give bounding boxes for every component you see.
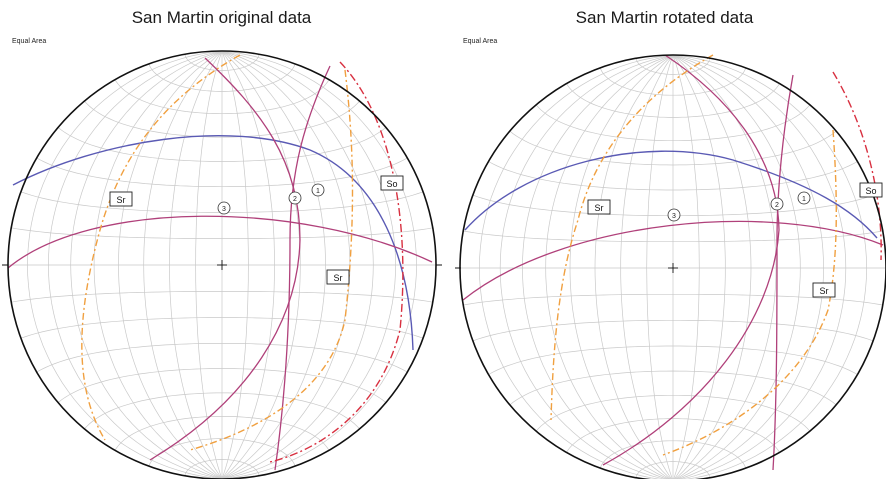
svg-text:Sr: Sr (595, 203, 604, 213)
intersection-marker-1: 1 (311, 183, 325, 197)
grid-small-circle--50 (535, 394, 811, 432)
intersection-marker-1: 1 (797, 191, 811, 205)
blue-great-circle (12, 135, 414, 351)
blue-great-circle (464, 150, 878, 239)
intersection-marker-3: 3 (667, 208, 681, 222)
orange-dashed-left (550, 54, 714, 421)
grid-small-circle--70 (148, 438, 296, 467)
grid-small-circle--30 (36, 342, 408, 373)
intersection-marker-2: 2 (770, 197, 784, 211)
panel-title: San Martin rotated data (575, 8, 754, 27)
stereonet-panel-rotated: San Martin rotated data Equal Area Sr Sr… (443, 0, 886, 479)
intersection-marker-3: 3 (217, 201, 231, 215)
magenta-great-circle-a (602, 54, 780, 466)
svg-text:1: 1 (802, 196, 806, 203)
projection-label: Equal Area (463, 38, 498, 45)
svg-text:Sr: Sr (334, 273, 343, 283)
intersection-marker-2: 2 (288, 191, 302, 205)
grid-small-circle-10 (463, 230, 883, 243)
magenta-great-circle-b (772, 74, 794, 471)
orange-dashed-left (81, 54, 241, 441)
stereonet-rotated: Sr Sr So 1 2 3 (455, 54, 886, 479)
stereonet-original: Sr Sr So 1 2 3 (2, 50, 442, 479)
grid-small-circle--80 (635, 461, 711, 478)
svg-text:3: 3 (222, 206, 226, 213)
net-grid (460, 54, 886, 479)
grid-small-circle--10 (463, 293, 883, 306)
grid-small-circle-30 (36, 157, 408, 188)
grid-small-circle--20 (20, 317, 424, 339)
orange-dashed-right (662, 129, 837, 456)
svg-text:So: So (865, 186, 876, 196)
grid-great-circle-30 (672, 54, 752, 479)
grid-small-circle--80 (184, 459, 260, 476)
grid-small-circle--50 (84, 392, 360, 430)
grid-great-circle--10 (646, 54, 674, 479)
svg-text:2: 2 (775, 202, 779, 209)
stereonet-panel-original: San Martin original data Equal Area Sr S… (2, 8, 442, 479)
grid-small-circle-50 (535, 104, 811, 142)
svg-text:2: 2 (293, 196, 297, 203)
grid-small-circle--70 (599, 440, 747, 469)
panel-title: San Martin original data (131, 8, 312, 27)
svg-text:Sr: Sr (117, 195, 126, 205)
grid-small-circle-40 (509, 130, 837, 166)
label-sr-left: Sr (587, 199, 611, 215)
grid-small-circle-30 (488, 161, 858, 191)
grid-great-circle-10 (672, 54, 700, 479)
grid-small-circle--40 (57, 368, 387, 403)
magenta-great-circle-a (149, 57, 301, 461)
grid-small-circle--60 (566, 418, 780, 453)
grid-great-circle--50 (545, 54, 674, 479)
magenta-great-circle-b (274, 65, 331, 471)
label-so: So (859, 182, 883, 198)
svg-text:So: So (386, 179, 397, 189)
grid-great-circle-70 (672, 54, 847, 479)
label-sr-right: Sr (812, 282, 836, 298)
grid-small-circle-60 (114, 79, 330, 115)
grid-small-circle-60 (566, 83, 780, 118)
svg-text:Sr: Sr (820, 286, 829, 296)
orange-dashed-right (189, 69, 354, 451)
grid-small-circle-50 (84, 100, 360, 138)
grid-small-circle--60 (114, 415, 330, 451)
projection-label: Equal Area (12, 38, 47, 45)
grid-great-circle-60 (672, 54, 824, 479)
label-so: So (380, 175, 404, 191)
grid-small-circle-40 (57, 127, 387, 162)
svg-text:1: 1 (316, 188, 320, 195)
grid-small-circle--20 (472, 319, 874, 342)
grid-great-circle--60 (522, 54, 674, 479)
grid-great-circle--70 (499, 54, 674, 479)
grid-small-circle-80 (184, 54, 260, 71)
label-sr-left: Sr (109, 191, 133, 207)
red-dashed-great-circle (832, 71, 882, 261)
label-sr-right: Sr (326, 269, 350, 285)
grid-small-circle-80 (635, 58, 711, 75)
grid-small-circle--30 (488, 345, 858, 375)
magenta-great-circle-3 (462, 220, 884, 301)
magenta-great-circle-3 (7, 215, 433, 269)
net-grid (8, 50, 436, 479)
grid-great-circle--30 (594, 54, 674, 479)
grid-small-circle-70 (599, 67, 747, 96)
svg-text:3: 3 (672, 213, 676, 220)
grid-small-circle-70 (148, 63, 296, 92)
red-dashed-great-circle (269, 61, 404, 463)
grid-small-circle--10 (11, 291, 433, 303)
